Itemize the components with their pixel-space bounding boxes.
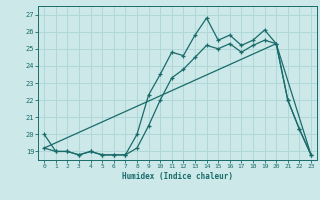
X-axis label: Humidex (Indice chaleur): Humidex (Indice chaleur) (122, 172, 233, 181)
